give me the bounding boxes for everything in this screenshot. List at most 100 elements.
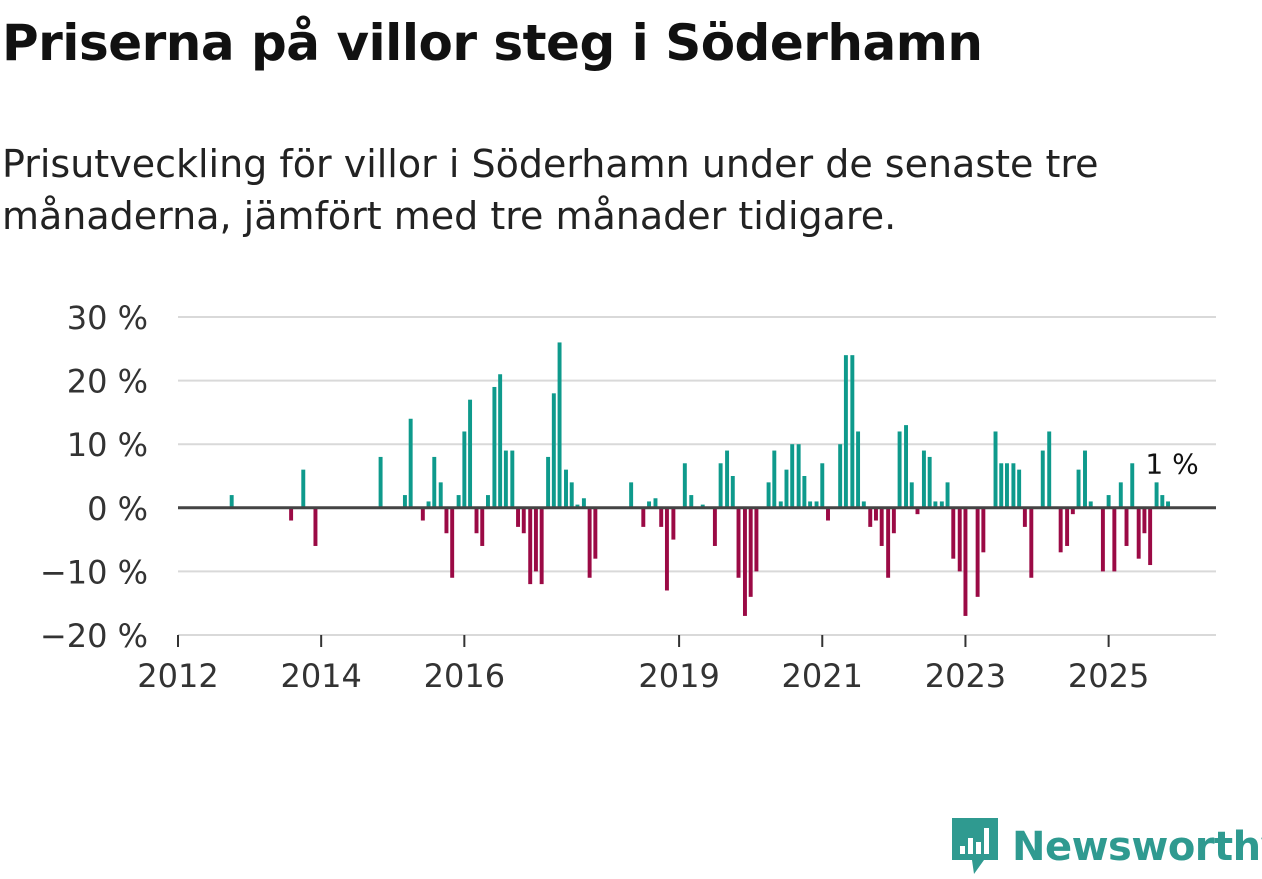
bar — [861, 501, 866, 508]
bar — [587, 507, 592, 578]
bar — [564, 469, 568, 508]
bar — [1106, 495, 1111, 508]
bar — [468, 399, 473, 508]
bar — [874, 507, 878, 521]
bar — [1083, 450, 1087, 508]
bar — [784, 469, 789, 508]
bar — [498, 374, 503, 508]
bar — [575, 504, 580, 508]
bar — [808, 501, 813, 508]
bar — [426, 501, 431, 508]
bar — [939, 501, 944, 508]
bar — [1047, 431, 1052, 508]
bar — [957, 507, 962, 572]
bar — [1029, 507, 1034, 578]
bar — [438, 482, 443, 508]
bar — [533, 507, 538, 572]
bar — [778, 501, 783, 508]
bar — [378, 456, 383, 508]
x-axis-labels: 2012 2014 2016 2019 2021 2023 2025 — [137, 635, 1149, 695]
bar — [521, 507, 526, 534]
bar — [850, 355, 855, 508]
bar — [712, 507, 717, 546]
bar — [682, 463, 687, 508]
brand-name: Newsworthy — [1012, 824, 1262, 870]
bar — [742, 507, 747, 616]
bar — [1160, 495, 1165, 508]
bar — [927, 456, 932, 508]
bar — [700, 504, 705, 508]
bar — [689, 495, 694, 508]
bar — [891, 507, 896, 534]
bar — [659, 507, 664, 527]
bar — [664, 507, 669, 591]
annotations: 1 % — [1145, 447, 1198, 480]
bar — [945, 482, 950, 508]
bar — [593, 507, 598, 559]
bar — [1076, 469, 1081, 508]
bar — [313, 507, 318, 546]
bar — [868, 507, 873, 527]
bar — [1166, 501, 1171, 508]
bar — [289, 507, 294, 521]
bar — [1124, 507, 1129, 546]
x-tick-label: 2023 — [925, 657, 1006, 695]
bar — [474, 507, 479, 534]
bar — [802, 476, 807, 508]
bar — [629, 482, 634, 508]
bar — [1112, 507, 1117, 572]
bars — [229, 342, 1171, 616]
bar — [444, 507, 449, 534]
bar-chart: 30 %20 %10 %0 %−10 %−20 % 2012 2014 2016 20… — [40, 299, 1216, 695]
bar — [718, 463, 723, 508]
bar — [1017, 469, 1022, 508]
bar — [1088, 501, 1093, 508]
bar — [420, 507, 425, 521]
bar — [796, 444, 801, 508]
x-tick-label: 2021 — [782, 657, 863, 695]
bar — [492, 386, 497, 508]
bar — [402, 495, 407, 508]
chart-title: Priserna på villor steg i Söderhamn — [2, 14, 983, 72]
bar — [981, 507, 986, 553]
bar — [879, 507, 884, 546]
bar — [546, 456, 551, 508]
bar — [748, 507, 753, 597]
y-tick-label: 20 % — [67, 363, 148, 401]
newsworthy-logo-icon — [952, 818, 998, 874]
x-tick-label: 2025 — [1068, 657, 1149, 695]
bar — [569, 482, 574, 508]
bar — [1154, 482, 1159, 508]
y-tick-label: −20 % — [40, 617, 148, 655]
bar — [462, 431, 467, 508]
bar — [653, 498, 658, 508]
bar — [772, 450, 777, 508]
bar — [886, 507, 891, 578]
bar — [408, 418, 413, 508]
bar — [838, 444, 843, 508]
bar — [1100, 507, 1105, 572]
bar — [539, 507, 544, 585]
bar — [510, 450, 515, 508]
bar — [432, 456, 437, 508]
bar — [450, 507, 455, 578]
x-tick-label: 2014 — [280, 657, 361, 695]
bar — [1142, 507, 1147, 534]
x-tick-label: 2016 — [424, 657, 505, 695]
bar — [725, 450, 730, 508]
bar — [229, 495, 234, 508]
bar — [1070, 507, 1075, 515]
bar — [790, 444, 795, 508]
bar — [528, 507, 533, 585]
bar — [557, 342, 562, 508]
bar — [730, 476, 735, 508]
y-tick-label: −10 % — [40, 553, 148, 591]
x-tick-label: 2019 — [638, 657, 719, 695]
bar — [856, 431, 861, 508]
bar — [999, 463, 1004, 508]
bar — [993, 431, 998, 508]
bar — [921, 450, 926, 508]
bar — [480, 507, 485, 546]
bar — [1118, 482, 1123, 508]
bar — [1130, 463, 1135, 508]
